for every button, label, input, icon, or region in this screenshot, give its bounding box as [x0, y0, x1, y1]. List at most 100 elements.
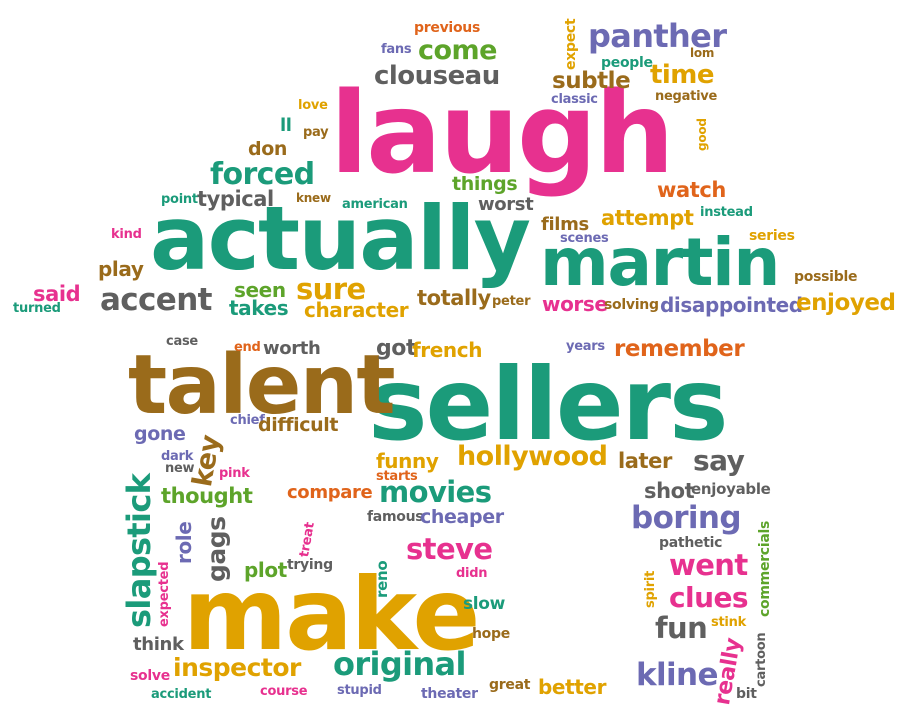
word-inspector: inspector — [173, 653, 301, 682]
word-disappointed: disappointed — [660, 293, 803, 317]
word-starts: starts — [376, 469, 418, 484]
word-difficult: difficult — [258, 414, 339, 436]
word-hope: hope — [472, 626, 510, 642]
word-turned: turned — [13, 301, 61, 316]
word-gone: gone — [134, 423, 186, 445]
word-bit: bit — [736, 686, 757, 702]
word-ll: ll — [280, 115, 292, 136]
word-play: play — [98, 257, 144, 281]
word-expected: expected — [157, 561, 172, 628]
word-say: say — [693, 444, 745, 477]
word-years: years — [566, 339, 605, 354]
word-slapstick: slapstick — [120, 474, 158, 629]
word-scenes: scenes — [560, 231, 609, 246]
word-famous: famous — [367, 509, 424, 525]
word-got: got — [376, 336, 417, 361]
word-new: new — [165, 461, 195, 476]
word-series: series — [749, 228, 795, 244]
word-said: said — [33, 282, 81, 306]
word-plot: plot — [244, 558, 287, 582]
word-accident: accident — [151, 687, 212, 702]
word-compare: compare — [287, 482, 373, 503]
word-possible: possible — [794, 269, 858, 285]
word-forced: forced — [210, 157, 315, 192]
word-gags: gags — [202, 516, 231, 582]
word-love: love — [298, 98, 328, 113]
word-boring: boring — [631, 500, 742, 536]
word-talent: talent — [128, 338, 396, 433]
word-stupid: stupid — [337, 683, 382, 698]
word-funny: funny — [376, 449, 439, 473]
word-fans: fans — [381, 42, 412, 57]
word-classic: classic — [551, 92, 598, 107]
word-end: end — [234, 340, 261, 355]
word-people: people — [601, 55, 653, 71]
word-thought: thought — [161, 484, 253, 508]
word-time: time — [650, 60, 715, 90]
word-worse: worse — [542, 292, 608, 316]
word-martin: martin — [540, 224, 780, 301]
word-pathetic: pathetic — [659, 535, 723, 551]
word-cheaper: cheaper — [420, 506, 504, 528]
word-sellers: sellers — [368, 346, 729, 463]
word-pink: pink — [219, 466, 250, 481]
word-original: original — [333, 645, 466, 683]
word-dark: dark — [161, 449, 194, 464]
word-come: come — [418, 35, 497, 66]
word-negative: negative — [655, 89, 718, 104]
word-shot: shot — [644, 479, 695, 503]
word-commercials: commercials — [757, 520, 773, 617]
word-solve: solve — [130, 668, 170, 684]
word-kind: kind — [111, 227, 142, 242]
word-seen: seen — [234, 278, 286, 302]
word-pay: pay — [303, 125, 329, 140]
word-clouseau: clouseau — [374, 61, 500, 91]
word-point: point — [161, 192, 198, 207]
word-worst: worst — [478, 194, 534, 215]
word-sure: sure — [296, 272, 366, 306]
word-instead: instead — [700, 205, 753, 220]
word-american: american — [342, 197, 408, 212]
word-great: great — [489, 677, 531, 693]
word-course: course — [260, 684, 308, 699]
word-peter: peter — [492, 294, 531, 309]
word-knew: knew — [296, 191, 331, 205]
word-spirit: spirit — [643, 570, 658, 608]
word-french: french — [412, 338, 483, 362]
word-accent: accent — [100, 282, 212, 318]
word-lom: lom — [690, 46, 715, 60]
word-trying: trying — [287, 557, 333, 573]
word-laugh: laugh — [330, 69, 675, 199]
word-role: role — [172, 521, 196, 564]
word-stink: stink — [711, 615, 747, 630]
word-films: films — [541, 214, 589, 235]
word-theater: theater — [421, 686, 478, 702]
word-character: character — [304, 298, 409, 322]
word-treat: treat — [297, 520, 318, 559]
word-typical: typical — [197, 187, 274, 211]
word-didn: didn — [456, 566, 488, 581]
word-clues: clues — [669, 581, 749, 614]
word-subtle: subtle — [552, 68, 631, 94]
word-actually: actually — [150, 187, 531, 290]
word-previous: previous — [414, 20, 481, 36]
word-reno: reno — [373, 560, 391, 598]
word-enjoyed: enjoyed — [796, 290, 896, 316]
word-takes: takes — [229, 296, 289, 320]
word-went: went — [669, 548, 748, 582]
word-don: don — [248, 138, 288, 160]
word-cartoon: cartoon — [754, 632, 769, 688]
word-better: better — [538, 675, 607, 699]
word-panther: panther — [588, 17, 727, 55]
word-solving: solving — [604, 297, 659, 313]
word-steve: steve — [406, 532, 493, 566]
word-fun: fun — [655, 611, 708, 645]
word-think: think — [133, 634, 184, 655]
word-attempt: attempt — [601, 206, 694, 230]
word-movies: movies — [379, 475, 492, 509]
word-enjoyable: enjoyable — [691, 480, 771, 498]
word-case: case — [166, 334, 198, 349]
word-worth: worth — [263, 338, 321, 359]
word-slow: slow — [463, 594, 505, 614]
